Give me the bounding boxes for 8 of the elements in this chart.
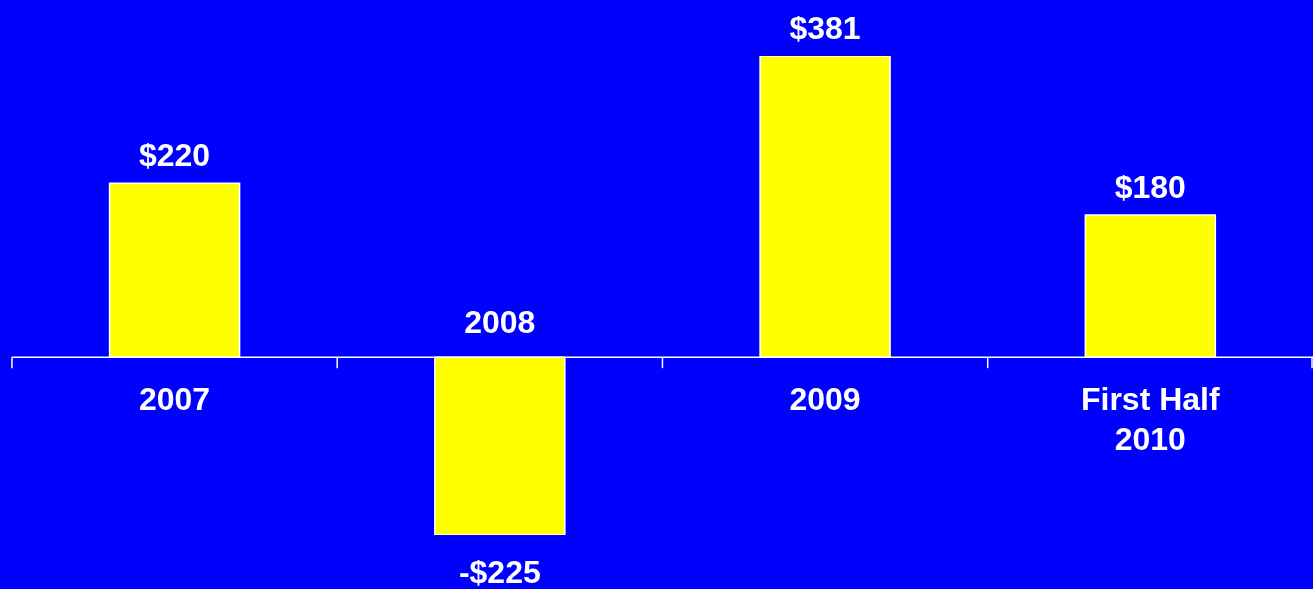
data-label: $180 [1114, 168, 1186, 205]
data-label: $220 [138, 137, 211, 174]
x-tick-label: 2009 [789, 381, 861, 418]
data-label: $381 [789, 10, 861, 46]
x-tick-label: First Half 2010 [1080, 381, 1221, 458]
x-tick-label: 2008 [464, 304, 536, 341]
x-tick-label: 2007 [138, 381, 211, 418]
data-label: -$225 [458, 554, 541, 589]
